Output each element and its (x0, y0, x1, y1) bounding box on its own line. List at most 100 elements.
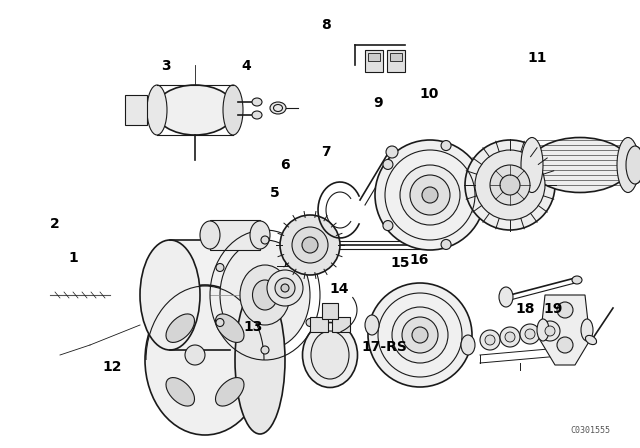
Ellipse shape (145, 285, 265, 435)
Circle shape (306, 263, 314, 271)
Bar (365, 50, 383, 72)
Ellipse shape (235, 286, 285, 434)
Ellipse shape (530, 138, 630, 193)
Bar (390, 53, 402, 61)
Circle shape (412, 327, 428, 343)
Ellipse shape (572, 276, 582, 284)
Circle shape (441, 141, 451, 151)
Text: 16: 16 (410, 253, 429, 267)
Ellipse shape (499, 287, 513, 307)
Text: 13: 13 (243, 320, 262, 334)
Bar (210, 220, 260, 250)
Circle shape (261, 346, 269, 354)
Circle shape (383, 220, 393, 231)
Ellipse shape (252, 111, 262, 119)
Bar (332, 317, 350, 332)
Circle shape (500, 175, 520, 195)
Text: 6: 6 (280, 158, 290, 172)
Text: 9: 9 (372, 96, 383, 110)
Ellipse shape (626, 146, 640, 184)
Circle shape (302, 237, 318, 253)
Text: 12: 12 (102, 360, 122, 375)
Circle shape (400, 165, 460, 225)
Ellipse shape (166, 378, 195, 406)
Text: 17-RS: 17-RS (361, 340, 407, 354)
Circle shape (185, 345, 205, 365)
Text: 2: 2 (49, 217, 60, 231)
Ellipse shape (216, 378, 244, 406)
Polygon shape (540, 295, 590, 365)
Ellipse shape (461, 335, 475, 355)
Text: 10: 10 (419, 87, 438, 101)
Text: 3: 3 (161, 59, 172, 73)
Ellipse shape (223, 85, 243, 135)
Circle shape (216, 319, 224, 327)
Circle shape (557, 337, 573, 353)
Bar (322, 303, 338, 319)
Circle shape (261, 236, 269, 244)
Bar (310, 317, 328, 332)
Circle shape (540, 321, 560, 341)
Ellipse shape (537, 319, 549, 341)
Circle shape (402, 317, 438, 353)
Ellipse shape (155, 85, 235, 135)
Circle shape (386, 146, 398, 158)
Text: 7: 7 (321, 145, 332, 159)
Bar (125, 95, 147, 125)
Text: 14: 14 (330, 282, 349, 296)
Bar (170, 240, 230, 350)
Ellipse shape (220, 240, 310, 350)
Text: 4: 4 (241, 59, 252, 73)
Circle shape (281, 284, 289, 292)
Circle shape (375, 140, 485, 250)
Circle shape (422, 187, 438, 203)
Circle shape (368, 283, 472, 387)
Ellipse shape (216, 314, 244, 342)
Circle shape (557, 302, 573, 318)
Bar (387, 50, 405, 72)
Circle shape (500, 327, 520, 347)
Circle shape (485, 335, 495, 345)
Text: C0301555: C0301555 (570, 426, 610, 435)
Ellipse shape (165, 240, 295, 350)
Circle shape (520, 324, 540, 344)
Ellipse shape (270, 102, 286, 114)
Circle shape (545, 326, 555, 336)
Ellipse shape (365, 315, 379, 335)
Ellipse shape (303, 323, 358, 388)
Ellipse shape (253, 280, 278, 310)
Text: 18: 18 (515, 302, 534, 316)
Ellipse shape (240, 265, 290, 325)
Ellipse shape (166, 314, 195, 342)
Circle shape (410, 175, 450, 215)
Text: 1: 1 (68, 250, 79, 265)
Circle shape (490, 165, 530, 205)
Circle shape (292, 227, 328, 263)
Ellipse shape (311, 331, 349, 379)
Ellipse shape (581, 319, 593, 341)
Circle shape (280, 215, 340, 275)
Circle shape (441, 239, 451, 250)
Ellipse shape (586, 336, 596, 345)
Text: 5: 5 (270, 185, 280, 200)
Ellipse shape (147, 85, 167, 135)
Circle shape (392, 307, 448, 363)
Ellipse shape (521, 138, 543, 193)
Text: 19: 19 (544, 302, 563, 316)
Circle shape (477, 190, 487, 200)
Circle shape (275, 278, 295, 298)
Circle shape (383, 159, 393, 169)
Circle shape (216, 263, 224, 271)
Ellipse shape (200, 221, 220, 249)
Ellipse shape (617, 138, 639, 193)
Circle shape (267, 270, 303, 306)
Ellipse shape (140, 240, 200, 350)
Ellipse shape (250, 221, 270, 249)
Circle shape (505, 332, 515, 342)
Circle shape (475, 150, 545, 220)
Text: 15: 15 (390, 256, 410, 271)
Circle shape (306, 319, 314, 327)
Bar (368, 53, 380, 61)
Circle shape (525, 329, 535, 339)
Text: 8: 8 (321, 17, 332, 32)
